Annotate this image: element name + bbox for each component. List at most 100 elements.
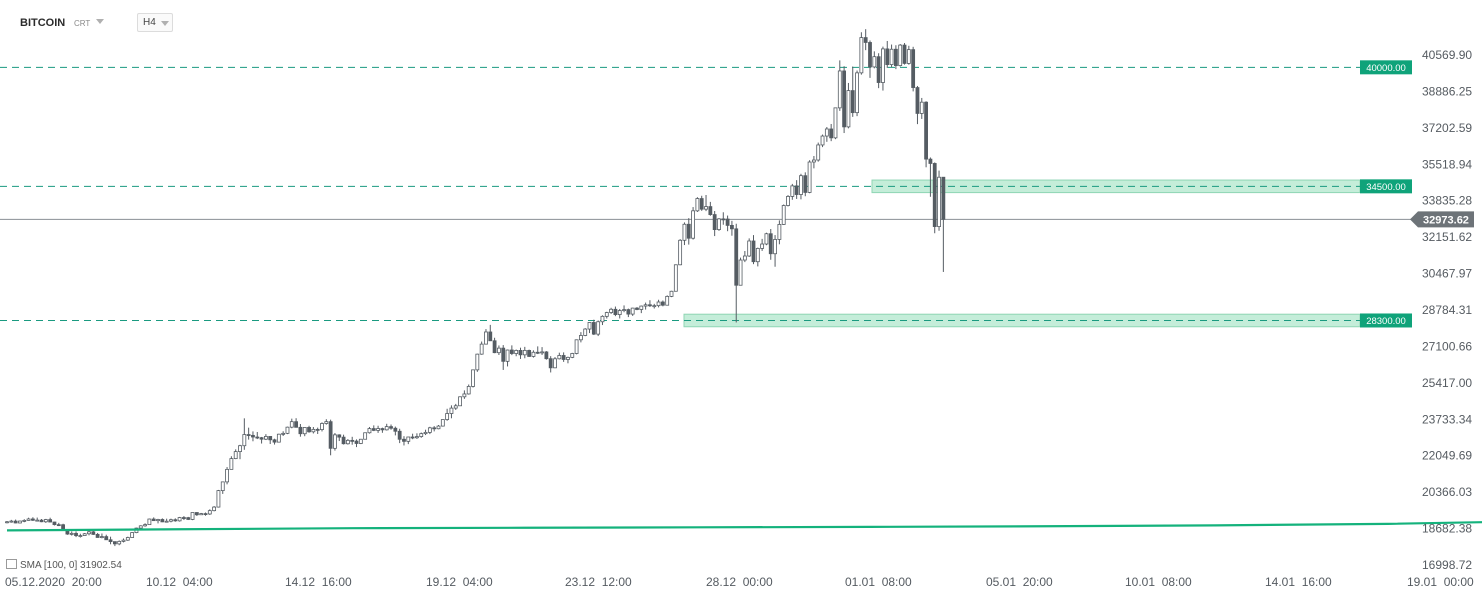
candle-body: [199, 513, 204, 516]
indicator-settings-icon[interactable]: [6, 559, 17, 569]
candle-body: [69, 532, 74, 535]
candle-body: [626, 309, 631, 315]
candle-body: [755, 248, 760, 263]
candle-body: [807, 161, 812, 193]
candle-body: [902, 44, 907, 64]
candle-body: [842, 70, 847, 128]
time-axis[interactable]: 05.12.2020 20:00 10.12 04:00 14.12 16:00 19…: [5, 575, 1474, 589]
candle-body: [445, 413, 450, 420]
candle-body: [803, 175, 808, 193]
candle-body: [497, 347, 501, 354]
candle-body: [665, 295, 670, 306]
x-tick-label: 05.01 20:00: [986, 575, 1053, 589]
candle-body: [315, 428, 320, 431]
candle-body: [492, 340, 497, 354]
candle-body: [397, 430, 402, 440]
x-tick-label: 14.12 16:00: [285, 575, 352, 589]
candle-body: [488, 331, 493, 342]
y-tick-label: 37202.59: [1422, 121, 1472, 135]
candle-body: [151, 518, 156, 522]
candle-body: [307, 427, 311, 433]
candle-body: [43, 519, 48, 523]
candle-body: [613, 308, 618, 315]
candle-body: [285, 426, 290, 434]
symbol-name[interactable]: BITCOIN: [20, 17, 66, 29]
candle-body: [26, 518, 31, 521]
symbol-dropdown-icon[interactable]: [96, 19, 104, 24]
candle-body: [289, 421, 294, 428]
candle-body: [410, 436, 415, 439]
candle-body: [820, 135, 825, 146]
candle-body: [846, 90, 851, 128]
candle-body: [876, 56, 881, 83]
candle-body: [337, 434, 342, 438]
candle-body: [768, 233, 773, 255]
candle-body: [415, 436, 419, 439]
candle-body: [578, 335, 583, 341]
candle-body: [229, 458, 234, 470]
y-tick-label: 23733.34: [1422, 412, 1472, 426]
candle-body: [673, 264, 678, 292]
x-tick-label: 23.12 12:00: [565, 575, 632, 589]
level-label-bg-1: [1360, 179, 1412, 194]
price-axis[interactable]: 40569.90 38886.25 37202.59 35518.94 33835.28…: [1422, 48, 1472, 572]
indicator-params: [100, 0]: [43, 560, 78, 571]
candle-body: [527, 350, 532, 357]
candle-body: [604, 312, 609, 317]
chart-toolbar: BITCOIN CRT H4: [0, 0, 600, 44]
candle-body: [691, 210, 695, 239]
candle-body: [799, 175, 803, 195]
candle-body: [5, 521, 9, 524]
candle-body: [363, 432, 368, 440]
candle-body: [622, 309, 626, 311]
candle-body: [893, 48, 898, 66]
candle-body: [885, 48, 890, 65]
candle-body: [574, 339, 579, 354]
timeframe-dropdown-icon: [161, 21, 169, 26]
candle-body: [630, 307, 635, 315]
candle-body: [117, 540, 122, 545]
candle-body: [341, 436, 346, 445]
candle-body: [233, 451, 238, 460]
candle-body: [212, 506, 217, 512]
candle-body: [824, 128, 829, 137]
candle-body: [376, 428, 380, 431]
y-tick-label: 28784.31: [1422, 303, 1472, 317]
y-tick-label: 40569.90: [1422, 48, 1472, 62]
candle-body: [747, 240, 752, 257]
sma-line: [6, 521, 1482, 532]
candle-body: [570, 353, 575, 358]
candle-body: [427, 427, 432, 433]
candle-body: [906, 49, 911, 64]
candle-body: [781, 205, 786, 225]
candle-body: [246, 434, 251, 436]
candle-body: [479, 343, 484, 355]
candle-body: [855, 72, 859, 114]
candle-body: [56, 524, 61, 527]
candle-body: [652, 305, 657, 308]
timeframe-select[interactable]: H4: [137, 13, 173, 32]
x-tick-label: 05.12.2020 20:00: [5, 575, 102, 589]
candle-body: [177, 517, 182, 522]
candle-body: [686, 223, 691, 239]
candle-body: [859, 37, 864, 74]
candle-body: [87, 531, 91, 535]
y-tick-label: 38886.25: [1422, 84, 1472, 98]
indicator-value: 31902.54: [80, 560, 122, 571]
candle-body: [440, 419, 445, 427]
candle-body: [242, 434, 247, 447]
candle-body: [251, 434, 255, 438]
candle-body: [281, 432, 286, 435]
candle-body: [932, 163, 937, 227]
candle-body: [786, 196, 790, 206]
candle-body: [531, 351, 536, 357]
candle-body: [484, 331, 488, 345]
x-tick-label: 19.01 00:00: [1407, 575, 1474, 589]
candle-body: [13, 520, 18, 524]
candle-body: [160, 519, 165, 523]
candle-body: [156, 519, 160, 522]
horizontal-levels: [0, 66, 1360, 321]
candle-body: [812, 159, 816, 163]
candle-body: [850, 90, 855, 114]
